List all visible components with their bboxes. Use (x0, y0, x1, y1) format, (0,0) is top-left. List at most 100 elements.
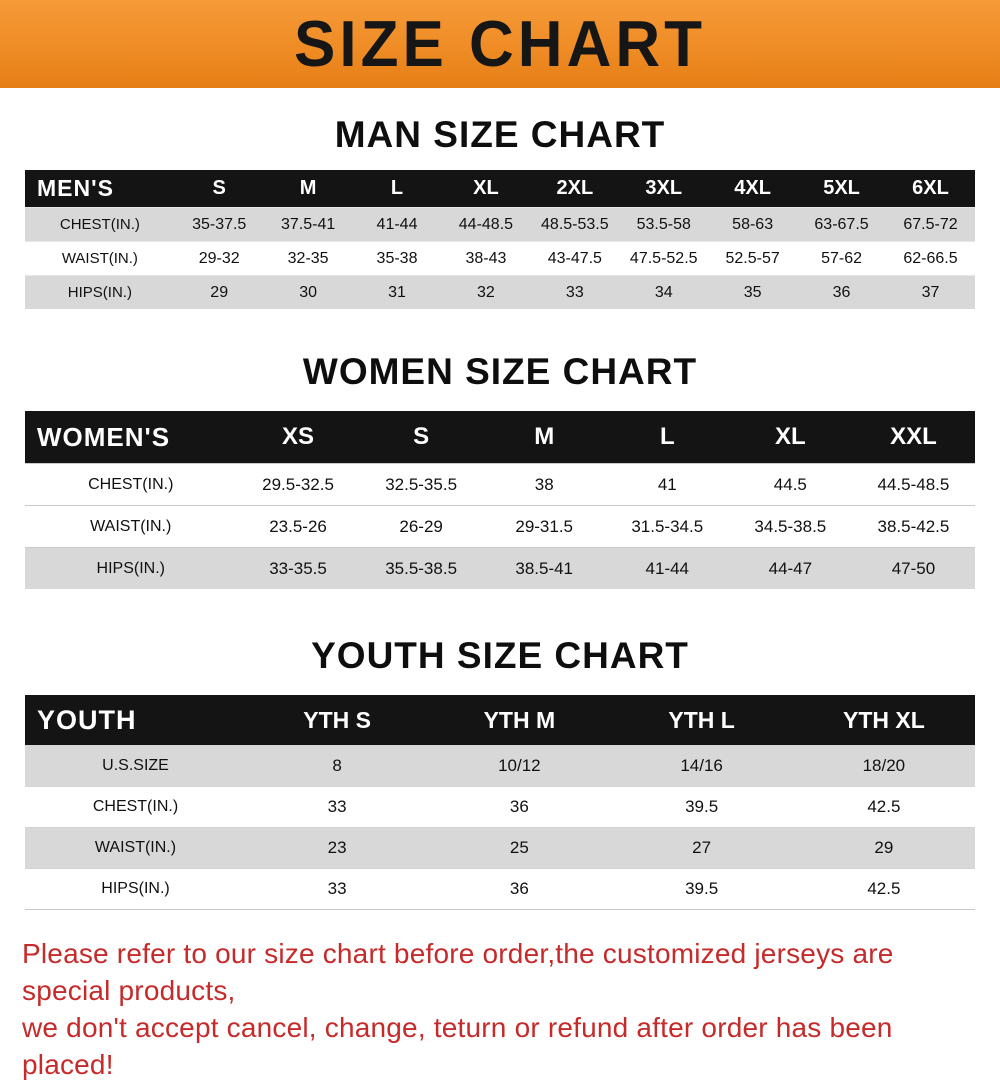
column-header: M (263, 170, 353, 208)
table-cell: 63-67.5 (814, 215, 869, 233)
table-cell: 43-47.5 (547, 249, 602, 267)
footer-note-line1: Please refer to our size chart before or… (22, 938, 894, 1006)
men-size-table: MEN'S S M L XL 2XL 3XL 4XL 5XL 6XL CHEST(IN.) 35-3… (25, 170, 975, 309)
row-label: HIPS(IN.) (67, 284, 132, 301)
table-row: HIPS(IN.) 33-35.5 35.5-38.5 38.5-41 41-44 44-… (25, 547, 975, 589)
youth-size-table: YOUTH YTH S YTH M YTH L YTH XL U.S.SIZE 8 10/1… (25, 695, 975, 910)
column-header: YTH M (428, 695, 611, 746)
row-label: CHEST(IN.) (88, 475, 174, 493)
table-cell: 32 (477, 283, 495, 301)
table-row: CHEST(IN.) 33 36 39.5 42.5 (25, 786, 975, 828)
column-header: 4XL (708, 170, 798, 208)
table-cell: 23.5-26 (269, 516, 327, 536)
table-cell: 36 (832, 283, 851, 301)
size-chart-banner: SIZE CHART (0, 0, 1000, 88)
footer-note: Please refer to our size chart before or… (22, 936, 978, 1084)
women-section-heading: WOMEN SIZE CHART (302, 351, 698, 392)
table-cell: 25 (509, 838, 529, 857)
table-cell: 29 (874, 838, 894, 857)
table-cell: 37 (921, 283, 940, 301)
table-cell: 36 (509, 797, 529, 816)
column-header: XXL (851, 411, 975, 464)
table-cell: 44-47 (768, 558, 813, 578)
table-cell: 30 (299, 283, 317, 301)
table-corner-label: YOUTH (25, 695, 246, 746)
column-header: L (605, 411, 729, 464)
column-header: YTH L (610, 695, 793, 746)
youth-section-heading: YOUTH SIZE CHART (311, 635, 689, 676)
column-header: XL (728, 411, 852, 464)
table-cell: 32.5-35.5 (385, 474, 458, 494)
table-cell: 34.5-38.5 (754, 516, 827, 536)
table-row: CHEST(IN.) 35-37.5 37.5-41 41-44 44-48.5 48.5… (25, 207, 975, 242)
row-label: CHEST(IN.) (59, 216, 140, 233)
women-table-header-row: WOMEN'S XS S M L XL XXL (25, 411, 975, 464)
table-cell: 10/12 (498, 756, 541, 775)
table-cell: 33 (327, 879, 347, 898)
column-header: XL (441, 170, 531, 208)
table-cell: 18/20 (862, 756, 906, 775)
table-row: WAIST(IN.) 23 25 27 29 (25, 827, 975, 869)
table-cell: 44.5 (773, 474, 807, 494)
column-header: L (352, 170, 442, 208)
column-header: 5XL (797, 170, 886, 208)
table-cell: 44-48.5 (458, 215, 514, 233)
women-size-table: WOMEN'S XS S M L XL XXL CHEST(IN.) 29.5-32.5 32.… (25, 411, 975, 589)
row-label: HIPS(IN.) (96, 559, 165, 577)
table-cell: 29-32 (198, 249, 240, 267)
table-row: U.S.SIZE 8 10/12 14/16 18/20 (25, 745, 975, 787)
table-cell: 35-38 (376, 249, 418, 267)
row-label: WAIST(IN.) (94, 839, 177, 856)
table-row: HIPS(IN.) 29 30 31 32 33 34 35 36 37 (25, 275, 975, 309)
table-cell: 23 (327, 838, 347, 857)
table-cell: 29.5-32.5 (262, 474, 334, 494)
table-cell: 44.5-48.5 (877, 474, 950, 494)
table-corner-label: MEN'S (25, 170, 175, 208)
table-cell: 31.5-34.5 (631, 516, 704, 536)
column-header: YTH S (246, 695, 429, 746)
table-cell: 34 (654, 283, 673, 301)
column-header: YTH XL (792, 695, 975, 746)
women-table-body: CHEST(IN.) 29.5-32.5 32.5-35.5 38 41 44.5 44.5… (25, 463, 975, 589)
table-cell: 67.5-72 (903, 215, 958, 233)
table-cell: 42.5 (867, 797, 901, 816)
table-cell: 33 (565, 283, 584, 301)
table-cell: 33-35.5 (269, 558, 327, 578)
row-label: WAIST(IN.) (61, 250, 138, 267)
column-header: XS (236, 411, 360, 464)
column-header: 3XL (619, 170, 709, 208)
men-table-body: CHEST(IN.) 35-37.5 37.5-41 41-44 44-48.5 48.5… (25, 207, 975, 309)
table-row: WAIST(IN.) 23.5-26 26-29 29-31.5 31.5-34.5 34… (25, 505, 975, 548)
row-label: HIPS(IN.) (101, 880, 170, 897)
table-cell: 14/16 (680, 756, 723, 775)
table-cell: 57-62 (821, 249, 862, 267)
table-cell: 47-50 (891, 558, 936, 578)
table-cell: 37.5-41 (280, 215, 336, 233)
column-header: M (482, 411, 606, 464)
table-cell: 41-44 (376, 215, 418, 233)
table-cell: 62-66.5 (903, 249, 958, 267)
table-cell: 53.5-58 (636, 215, 691, 233)
table-cell: 35.5-38.5 (385, 558, 458, 578)
table-row: CHEST(IN.) 29.5-32.5 32.5-35.5 38 41 44.5 44.5… (25, 463, 975, 506)
table-corner-label: WOMEN'S (25, 411, 237, 464)
table-cell: 35-37.5 (192, 215, 247, 233)
table-cell: 35 (743, 283, 762, 301)
column-header: S (359, 411, 483, 464)
table-cell: 48.5-53.5 (541, 215, 609, 233)
table-cell: 38 (534, 474, 554, 494)
table-cell: 39.5 (685, 879, 719, 898)
youth-table-header-row: YOUTH YTH S YTH M YTH L YTH XL (25, 695, 975, 746)
footer-note-line2: we don't accept cancel, change, teturn o… (22, 1011, 893, 1080)
table-cell: 8 (332, 756, 342, 775)
table-cell: 36 (509, 879, 529, 898)
table-cell: 26-29 (399, 516, 443, 536)
table-cell: 38.5-42.5 (877, 516, 950, 536)
table-cell: 58-63 (732, 215, 774, 233)
table-cell: 39.5 (685, 797, 719, 816)
men-section-heading: MAN SIZE CHART (334, 114, 666, 155)
table-cell: 41-44 (645, 558, 690, 578)
table-cell: 41 (657, 474, 677, 494)
table-cell: 32-35 (287, 249, 329, 267)
table-cell: 38.5-41 (515, 558, 574, 578)
